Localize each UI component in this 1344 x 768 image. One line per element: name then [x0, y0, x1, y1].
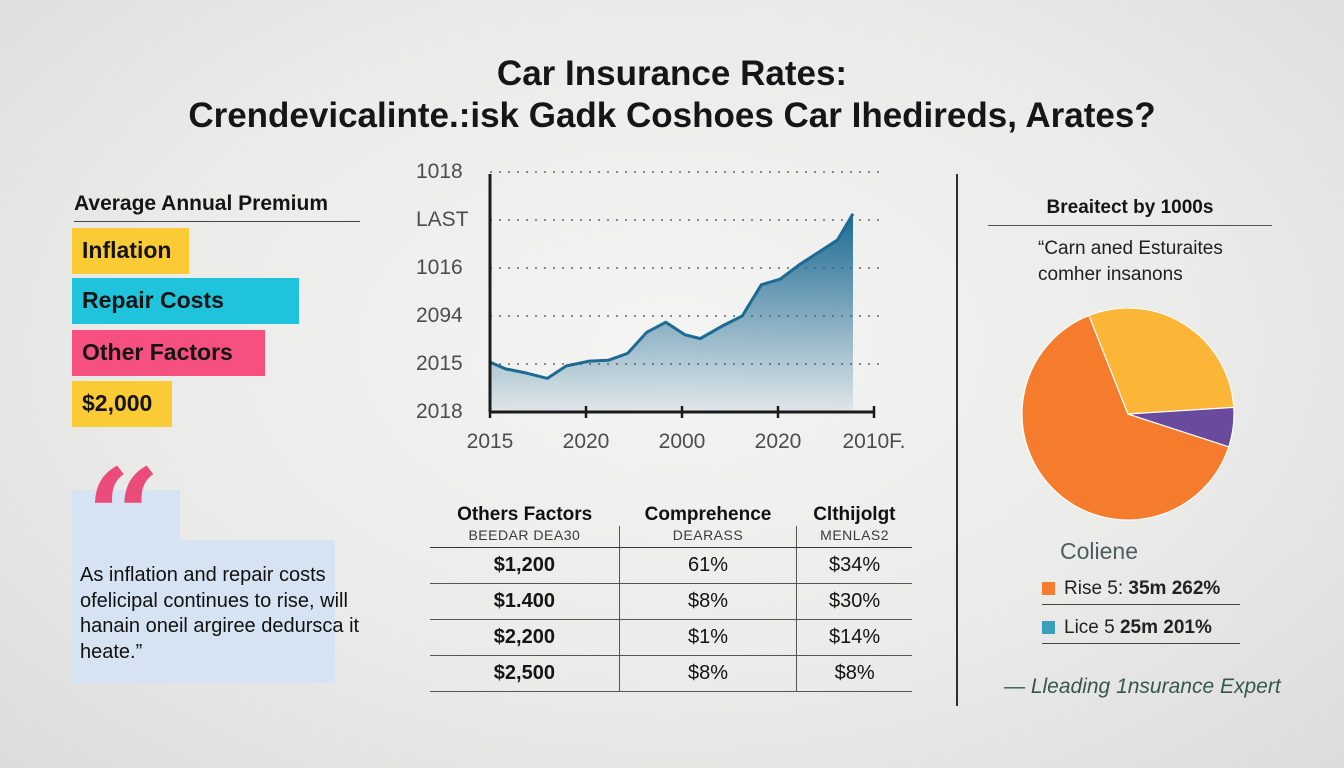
legend-value: 25m 201% [1119, 617, 1212, 638]
legend-value: 35m 262% [1128, 578, 1221, 599]
breakdown-subtext: “Carn aned Esturaites comher insanons [1038, 238, 1223, 285]
breakdown-heading: Breaitect by 1000s [988, 197, 1272, 226]
pie-slice [1088, 308, 1235, 415]
y-tick-label: 1016 [416, 256, 463, 279]
page-title: Car Insurance Rates: [496, 54, 848, 93]
table-cell: $2,200 [430, 619, 620, 656]
quote-background [72, 540, 335, 683]
table-cell: $1% [618, 619, 797, 656]
table-cell: $1.400 [430, 583, 620, 620]
y-tick-label: 2015 [416, 352, 463, 375]
y-tick-label: 2094 [416, 304, 463, 327]
pie-title: Coliene [1060, 538, 1138, 564]
pie-slice [1021, 314, 1230, 521]
pie-legend-item: Rise 5: 35m 262% [1042, 578, 1240, 605]
table-cell: $1,200 [430, 547, 620, 584]
x-tick-label: 2020 [563, 430, 610, 453]
coverage-pie-chart [1021, 308, 1235, 521]
vertical-divider [956, 174, 958, 706]
table-header: Comprehence [644, 504, 772, 525]
legend-swatch [1042, 621, 1055, 634]
table-cell: $14% [796, 619, 912, 656]
legend-label: Rise 5: [1064, 578, 1124, 599]
table-row: $2,500 $8% $8% [430, 655, 912, 692]
table-subheader: BEEDAR DEA30 [430, 526, 620, 548]
tag-amount: $2,000 [72, 381, 172, 427]
table-subheader: MENLAS2 [796, 526, 912, 548]
table-cell: $34% [796, 547, 912, 584]
quote-mark-icon: “ [86, 440, 161, 593]
x-tick-label: 2000 [659, 430, 706, 453]
table-header: Clthijolgt [813, 504, 896, 525]
page-subtitle: Crendevicalinte.:isk Gadk Coshoes Car Ih… [188, 96, 1156, 135]
legend-label: Lice 5 [1064, 617, 1115, 638]
quote-text: As inflation and repair costs ofelicipal… [80, 564, 360, 663]
table-row: $1.400 $8% $30% [430, 583, 912, 620]
premium-heading: Average Annual Premium [74, 192, 360, 222]
table-cell: $2,500 [430, 655, 620, 692]
table-cell: $8% [618, 583, 797, 620]
table-cell: $30% [796, 583, 912, 620]
y-tick-label: 1018 [416, 160, 463, 183]
table-header: Others Factors [457, 504, 593, 525]
table-cell: $8% [618, 655, 797, 692]
tag-repair-costs: Repair Costs [72, 278, 299, 324]
x-tick-label: 2015 [467, 430, 514, 453]
factors-table: Others Factors Comprehence Clthijolgt BE… [430, 502, 912, 692]
table-subheader: DEARASS [618, 526, 797, 548]
x-tick-label: 2020 [755, 430, 802, 453]
table-row: $2,200 $1% $14% [430, 619, 912, 656]
tag-inflation: Inflation [72, 228, 189, 274]
pie-legend-item: Lice 5 25m 201% [1042, 617, 1240, 644]
table-row: $1,200 61% $34% [430, 547, 912, 584]
tag-other-factors: Other Factors [72, 330, 265, 376]
pie-slice [1127, 406, 1235, 448]
quote-credit: — Lleading 1nsurance Expert [1004, 675, 1281, 698]
legend-swatch [1042, 582, 1055, 595]
table-cell: 61% [618, 547, 797, 584]
y-tick-label: 2018 [416, 400, 463, 423]
table-cell: $8% [796, 655, 912, 692]
y-tick-label: LAST [416, 208, 469, 231]
area-fill [490, 213, 853, 412]
x-tick-label: 2010F. [842, 430, 905, 453]
series-line [489, 213, 855, 381]
